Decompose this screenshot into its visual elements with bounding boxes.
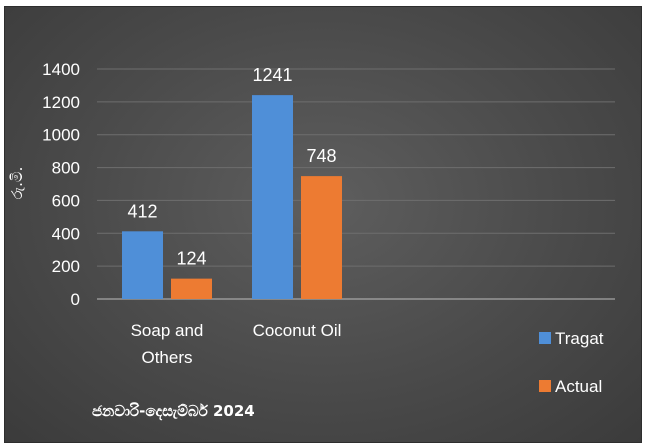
x-axis-categories: Soap and Others Coconut Oil: [131, 321, 342, 367]
y-tick-label: 800: [52, 159, 80, 178]
y-tick-label: 400: [52, 224, 80, 243]
gridlines: [97, 68, 615, 267]
y-tick-label: 600: [52, 191, 80, 210]
y-tick-label: 0: [71, 290, 80, 309]
bar-actual-1: [301, 176, 342, 299]
data-label: 412: [127, 201, 157, 221]
legend-label-tragat: Tragat: [555, 329, 604, 348]
legend: Tragat Actual: [539, 329, 604, 396]
y-axis-label: රු.මි.: [8, 167, 26, 200]
data-label: 748: [306, 146, 336, 166]
y-tick-label: 1400: [42, 60, 80, 79]
x-tick-label: Coconut Oil: [253, 321, 342, 340]
legend-swatch-tragat: [539, 332, 551, 344]
y-tick-label: 1200: [42, 93, 80, 112]
x-tick-label: Soap and: [131, 321, 204, 340]
y-tick-label: 200: [52, 257, 80, 276]
y-tick-label: 1000: [42, 126, 80, 145]
bar-tragat-0: [122, 231, 163, 299]
bar-tragat-1: [252, 95, 293, 299]
period-annotation: ජනවාරි-දෙසැම්බර් 2024: [92, 402, 255, 421]
bars: [122, 95, 342, 299]
data-labels: 412 124 1241 748: [127, 65, 336, 269]
legend-label-actual: Actual: [555, 377, 602, 396]
x-tick-label: Others: [141, 348, 192, 367]
legend-swatch-actual: [539, 380, 551, 392]
data-label: 1241: [252, 65, 292, 85]
data-label: 124: [176, 249, 206, 269]
bar-actual-0: [171, 278, 212, 299]
y-axis-ticks: 0 200 400 600 800 1000 1200 1400: [42, 60, 80, 309]
